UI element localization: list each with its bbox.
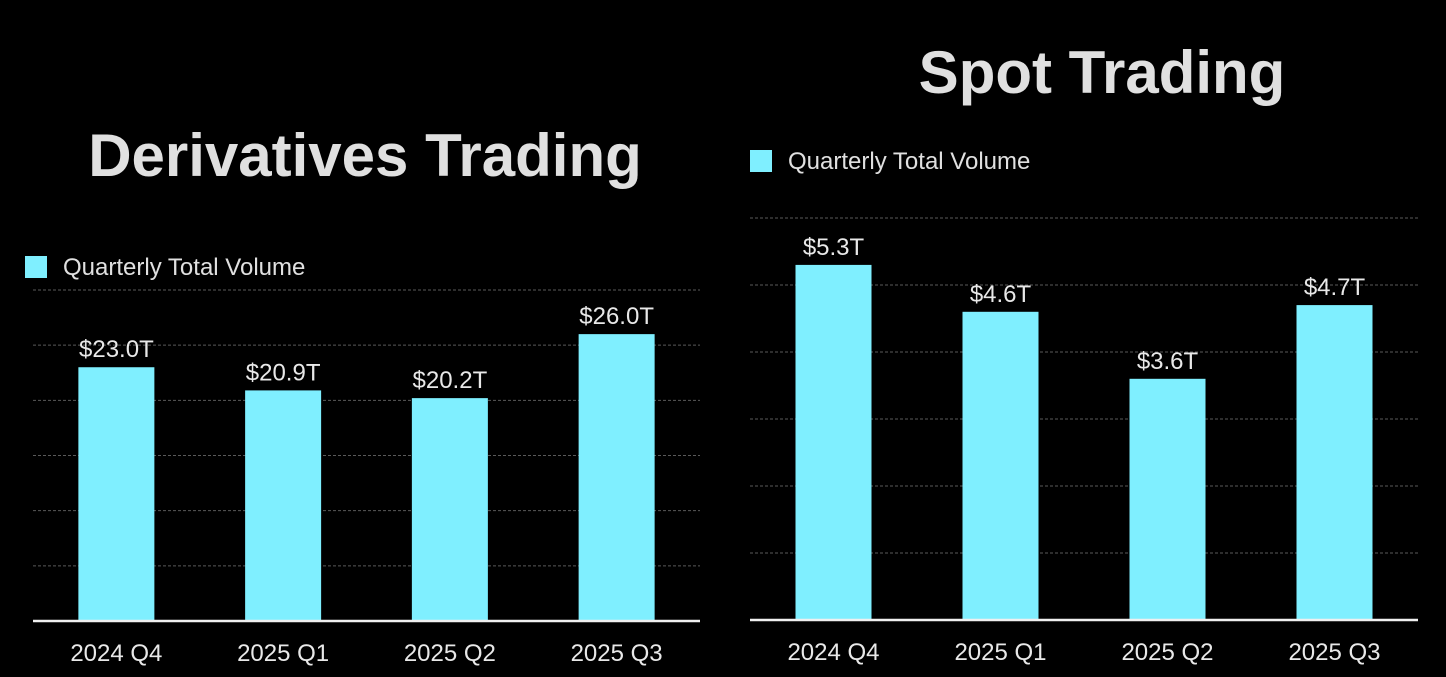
x-tick-label: 2025 Q2: [1121, 639, 1213, 666]
bar: [578, 334, 655, 621]
data-label: $23.0T: [79, 336, 154, 363]
data-label: $5.3T: [803, 234, 865, 261]
bar: [1129, 378, 1206, 620]
data-label: $4.6T: [970, 281, 1032, 308]
bar: [245, 390, 322, 621]
data-label: $4.7T: [1304, 274, 1366, 301]
chart-title: Spot Trading: [919, 39, 1286, 106]
bar: [795, 264, 872, 620]
data-label: $20.2T: [413, 367, 488, 394]
x-tick-label: 2025 Q1: [237, 640, 329, 667]
bar: [1296, 305, 1373, 620]
bar: [411, 398, 488, 621]
legend-swatch: [750, 150, 772, 172]
x-tick-label: 2025 Q1: [954, 639, 1046, 666]
legend-label: Quarterly Total Volume: [63, 254, 305, 281]
data-label: $26.0T: [579, 303, 654, 330]
data-label: $20.9T: [246, 359, 321, 386]
x-tick-label: 2024 Q4: [70, 640, 162, 667]
chart-title: Derivatives Trading: [88, 122, 642, 189]
x-tick-label: 2025 Q3: [571, 640, 663, 667]
bar: [78, 367, 155, 621]
bar: [962, 311, 1039, 620]
data-label: $3.6T: [1137, 348, 1199, 375]
x-tick-label: 2025 Q2: [404, 640, 496, 667]
x-tick-label: 2024 Q4: [787, 639, 879, 666]
legend-label: Quarterly Total Volume: [788, 148, 1030, 175]
x-tick-label: 2025 Q3: [1288, 639, 1380, 666]
legend-swatch: [25, 256, 47, 278]
